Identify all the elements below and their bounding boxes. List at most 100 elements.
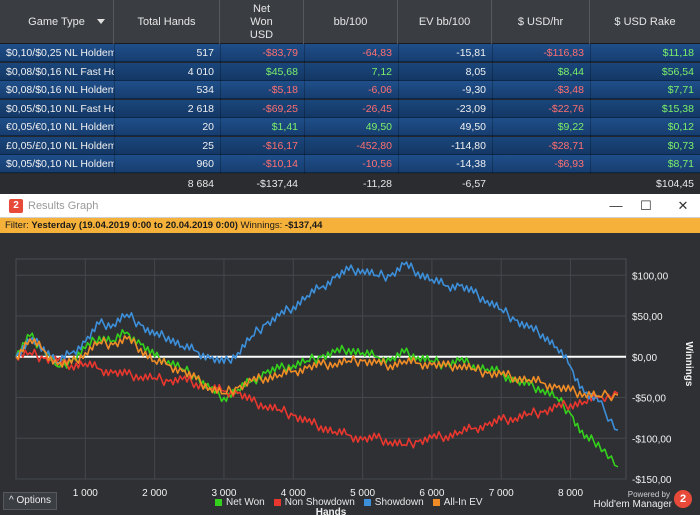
header-total-hands-label: Total Hands (137, 15, 196, 28)
cell-bb: -26,45 (362, 102, 392, 115)
cell-net: $45,68 (265, 65, 298, 78)
cell-hr: $9,22 (557, 121, 584, 133)
cell-hands: 25 (202, 139, 214, 152)
header-game-type-label: Game Type (28, 15, 85, 28)
cell-net: $1,41 (271, 121, 298, 133)
cell-hands: 20 (202, 121, 214, 133)
legend-item[interactable]: All-In EV (432, 496, 483, 508)
header-usd-rake-label: $ USD Rake (614, 15, 676, 28)
cell-hands: 534 (196, 84, 214, 96)
total-net-won: -$137,44 (256, 178, 298, 190)
y-tick-label: -$150,00 (632, 475, 672, 486)
cell-game: $0,05/$0,10 NL Fast Ho (6, 102, 114, 115)
table-row[interactable]: €0,05/€0,10 NL Holdem 20 $1,41 49,50 49,50 $9… (0, 118, 700, 136)
cell-game: £0,05/£0,10 NL Holdem (6, 139, 114, 152)
legend-label: Showdown (374, 496, 424, 508)
cell-hr: -$3,48 (554, 84, 584, 96)
app-logo-icon: 2 (9, 199, 23, 213)
x-tick-label: 3 000 (211, 488, 236, 499)
table-row[interactable]: $0,05/$0,10 NL Holdem 960 -$10,14 -10,56 -14… (0, 155, 700, 173)
cell-hr: -$6,93 (554, 158, 584, 170)
table-row[interactable]: $0,08/$0,16 NL Holdem 534 -$5,18 -6,06 -9,30… (0, 81, 700, 99)
options-button[interactable]: ^ Options (3, 492, 57, 510)
x-tick-label: 4 000 (281, 488, 306, 499)
maximize-button[interactable]: ☐ (640, 198, 652, 213)
table-row[interactable]: $0,08/$0,16 NL Fast Ho 4 010 $45,68 7,12 8,0… (0, 62, 700, 81)
header-bb100[interactable]: bb/100 (304, 0, 398, 44)
results-graph-window: 2 Results Graph — ☐ ✕ Filter: Yesterday … (0, 194, 700, 515)
cell-rake: $0,12 (667, 121, 694, 133)
plot-background (15, 258, 627, 480)
window-titlebar[interactable]: 2 Results Graph — ☐ ✕ (0, 194, 700, 218)
table-row[interactable]: £0,05/£0,10 NL Holdem 25 -$16,17 -452,80 -11… (0, 136, 700, 155)
filter-label: Filter: (5, 220, 29, 231)
minimize-button[interactable]: — (609, 198, 623, 213)
results-chart: 1 000 2 000 3 000 4 000 5 000 6 000 7 000 8 000… (15, 258, 694, 515)
x-tick-label: 8 000 (558, 488, 583, 499)
stats-table: Game Type Total Hands Net Won USD bb/100… (0, 0, 700, 194)
cell-hr: -$22,76 (548, 102, 584, 115)
cell-ev: -114,80 (451, 139, 486, 152)
cell-hands: 4 010 (187, 65, 214, 78)
series-line-showdown (15, 261, 619, 431)
cell-net: -$5,18 (268, 84, 298, 96)
cell-ev: -14,38 (456, 158, 486, 170)
x-tick-label: 6 000 (419, 488, 444, 499)
header-usd-rake[interactable]: $ USD Rake (590, 0, 700, 44)
cell-ev: -23,09 (456, 102, 486, 115)
y-axis-title: Winnings (683, 342, 694, 387)
column-divider (114, 44, 115, 174)
y-tick-label: -$100,00 (632, 434, 672, 445)
cell-game: $0,05/$0,10 NL Holdem (6, 158, 114, 170)
series-line-non-showdown (15, 348, 619, 449)
table-header: Game Type Total Hands Net Won USD bb/100… (0, 0, 700, 44)
header-total-hands[interactable]: Total Hands (114, 0, 220, 44)
filter-bar: Filter: Yesterday (19.04.2019 0:00 to 20… (0, 218, 700, 233)
legend-label: Net Won (226, 496, 265, 508)
cell-bb: -64,83 (362, 47, 392, 59)
window-title: Results Graph (28, 200, 99, 212)
x-tick-label: 2 000 (142, 488, 167, 499)
header-usd-hr[interactable]: $ USD/hr (492, 0, 590, 44)
table-row[interactable]: $0,10/$0,25 NL Holdem 517 -$83,79 -64,83 -15… (0, 44, 700, 62)
header-game-type[interactable]: Game Type (0, 0, 114, 44)
cell-hr: -$116,83 (543, 47, 584, 59)
header-ev-bb100[interactable]: EV bb/100 (398, 0, 492, 44)
column-divider (492, 44, 493, 174)
cell-net: -$16,17 (262, 139, 298, 152)
options-label: Options (16, 495, 51, 506)
cell-game: €0,05/€0,10 NL Holdem (6, 121, 114, 133)
close-button[interactable]: ✕ (677, 198, 689, 213)
cell-rake: $15,38 (661, 102, 694, 115)
chevron-up-icon: ^ (9, 495, 14, 506)
cell-hr: $8,44 (557, 65, 584, 78)
legend-item[interactable]: Non Showdown (273, 497, 355, 508)
header-net-won[interactable]: Net Won USD (220, 0, 304, 44)
x-tick-label: 7 000 (489, 488, 514, 499)
legend-swatch (215, 498, 222, 506)
legend-item[interactable]: Showdown (363, 496, 424, 508)
y-tick-label: $100,00 (632, 271, 669, 282)
cell-net: -$83,79 (262, 47, 298, 59)
cell-hands: 517 (196, 47, 214, 59)
sort-arrow-icon[interactable] (97, 19, 105, 24)
column-divider (398, 44, 399, 174)
legend-item[interactable]: Net Won (215, 497, 265, 508)
header-usd-hr-label: $ USD/hr (517, 15, 564, 28)
y-tick-label: -$50,00 (632, 394, 666, 405)
total-ev-bb100: -6,57 (462, 178, 486, 190)
table-row[interactable]: $0,05/$0,10 NL Fast Ho 2 618 -$69,25 -26,45… (0, 99, 700, 118)
cell-rake: $56,54 (661, 65, 694, 78)
column-divider (590, 44, 591, 174)
legend-label: All-In EV (443, 496, 483, 508)
cell-rake: $11,18 (662, 47, 694, 59)
cell-hr: -$28,71 (548, 139, 584, 152)
column-divider (220, 44, 221, 174)
hm-logo-icon: 2 (674, 490, 692, 508)
header-net-won-label: Net Won USD (249, 2, 274, 41)
graph-area: 1 000 2 000 3 000 4 000 5 000 6 000 7 000 8 000… (0, 233, 700, 515)
y-tick-label: $0,00 (632, 353, 657, 364)
column-divider (304, 44, 305, 174)
x-tick-label: 5 000 (350, 488, 375, 499)
cell-game: $0,08/$0,16 NL Fast Ho (6, 65, 114, 78)
